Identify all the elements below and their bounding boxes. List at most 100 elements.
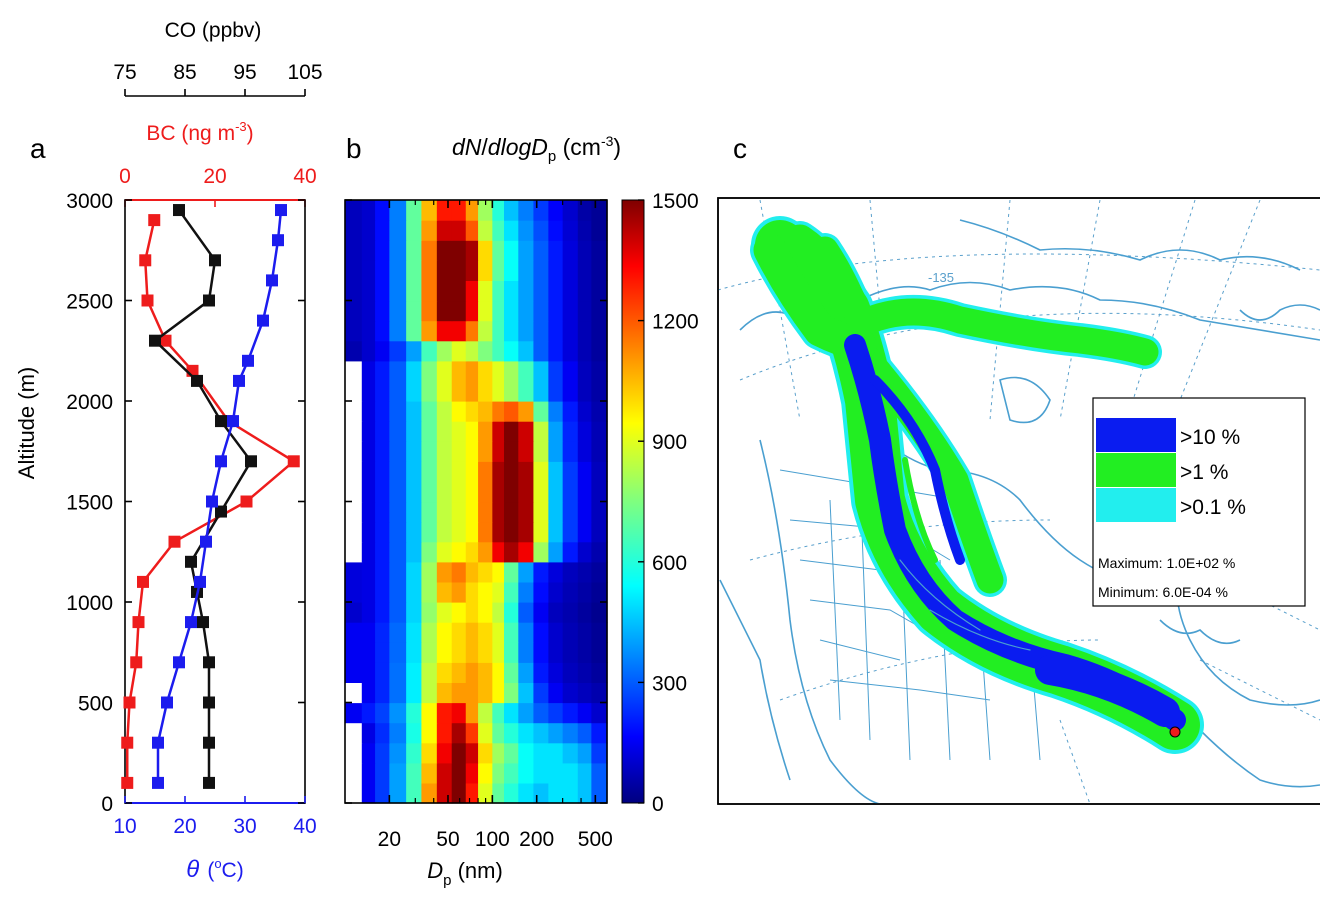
heatmap-cell bbox=[533, 461, 549, 482]
heatmap-cell bbox=[504, 742, 519, 764]
heatmap-cell bbox=[421, 401, 438, 422]
heatmap-cell bbox=[345, 682, 363, 704]
heatmap-cell bbox=[361, 541, 376, 563]
heatmap-cell bbox=[577, 662, 592, 683]
heatmap-cell bbox=[492, 702, 505, 724]
heatmap-cell bbox=[533, 300, 549, 322]
heatmap-cell bbox=[361, 280, 376, 302]
heatmap-cell bbox=[591, 280, 608, 302]
panel-b-letter: b bbox=[346, 133, 362, 164]
heatmap-cell bbox=[345, 280, 363, 302]
heatmap-cell bbox=[504, 561, 519, 583]
heatmap-cell bbox=[533, 762, 549, 784]
map-longitude-label: -135 bbox=[928, 270, 954, 285]
heatmap-cell bbox=[421, 722, 438, 744]
heatmap-cell bbox=[375, 300, 390, 322]
heatmap-cell bbox=[504, 682, 519, 704]
heatmap-cell bbox=[406, 762, 422, 784]
heatmap-cell bbox=[562, 340, 579, 362]
heatmap-cell bbox=[504, 702, 519, 724]
heatmap-cell bbox=[406, 622, 422, 643]
heatmap-cell bbox=[451, 220, 467, 241]
bc-point bbox=[141, 294, 154, 307]
heatmap-cell bbox=[518, 200, 535, 221]
heatmap-cell bbox=[518, 682, 535, 704]
heatmap-cell bbox=[375, 340, 390, 362]
heatmap-cell bbox=[465, 541, 479, 563]
heatmap-cell bbox=[375, 682, 390, 704]
heatmap-cell bbox=[361, 642, 376, 663]
heatmap-cell bbox=[548, 240, 564, 261]
heatmap-cell bbox=[465, 561, 479, 583]
heatmap-cell bbox=[451, 401, 467, 422]
heatmap-cell bbox=[361, 501, 376, 523]
heatmap-cell bbox=[518, 742, 535, 764]
heatmap-cell bbox=[361, 521, 376, 543]
heatmap-cell bbox=[436, 360, 453, 382]
heatmap-cell bbox=[562, 320, 579, 342]
co-tick-label: 105 bbox=[287, 61, 322, 84]
heatmap-cell bbox=[591, 260, 608, 281]
heatmap-cell bbox=[548, 220, 564, 241]
heatmap-cell bbox=[518, 300, 535, 322]
heatmap-cell bbox=[548, 300, 564, 322]
co-point bbox=[203, 776, 215, 789]
heatmap-cell bbox=[577, 300, 592, 322]
heatmap-cell bbox=[518, 662, 535, 683]
heatmap-cell bbox=[518, 561, 535, 583]
heatmap-cell bbox=[406, 240, 422, 261]
heatmap-cell bbox=[562, 782, 579, 804]
heatmap-cell bbox=[492, 501, 505, 523]
co-axis-ticks: 75 85 95 105 bbox=[113, 61, 323, 96]
heatmap-cell bbox=[492, 340, 505, 362]
heatmap-cell bbox=[345, 300, 363, 322]
heatmap-cell bbox=[504, 360, 519, 382]
heatmap-cell bbox=[375, 662, 390, 683]
heatmap-cell bbox=[492, 481, 505, 503]
bc-tick-label: 40 bbox=[293, 165, 316, 188]
heatmap-cell bbox=[465, 220, 479, 241]
heatmap-cell bbox=[345, 742, 363, 764]
heatmap-cell bbox=[577, 622, 592, 643]
heatmap-cell bbox=[478, 561, 493, 583]
heatmap-cell bbox=[533, 662, 549, 683]
heatmap-cell bbox=[465, 200, 479, 221]
heatmap-cell bbox=[451, 742, 467, 764]
bc-point bbox=[121, 736, 134, 749]
theta-axis-label: θ (oC) bbox=[186, 856, 243, 883]
heatmap-cell bbox=[492, 280, 505, 302]
heatmap-cell bbox=[465, 380, 479, 402]
heatmap-cell bbox=[548, 742, 564, 764]
heatmap-cell bbox=[345, 340, 363, 362]
heatmap-cell bbox=[465, 360, 479, 382]
heatmap-cell bbox=[436, 200, 453, 221]
heatmap-cell bbox=[465, 702, 479, 724]
heatmap-cell bbox=[577, 782, 592, 804]
heatmap-cell bbox=[465, 300, 479, 322]
heatmap-cell bbox=[492, 200, 505, 221]
theta-point bbox=[242, 354, 254, 367]
heatmap-cell bbox=[375, 762, 390, 784]
heatmap-cell bbox=[492, 360, 505, 382]
co-point bbox=[197, 616, 209, 629]
heatmap-cell bbox=[421, 380, 438, 402]
heatmap-cell bbox=[436, 682, 453, 704]
heatmap-cell bbox=[518, 280, 535, 302]
legend-label: >10 % bbox=[1180, 426, 1240, 449]
heatmap-cell bbox=[389, 200, 407, 221]
heatmap-cell bbox=[361, 240, 376, 261]
legend-swatch bbox=[1096, 453, 1176, 487]
heatmap-cell bbox=[492, 220, 505, 241]
panel-c-letter: c bbox=[733, 133, 747, 164]
heatmap-cell bbox=[518, 521, 535, 543]
heatmap-cell bbox=[533, 501, 549, 523]
heatmap-cell bbox=[389, 481, 407, 503]
heatmap-cell bbox=[345, 702, 363, 724]
heatmap-cell bbox=[389, 300, 407, 322]
heatmap-cell bbox=[492, 682, 505, 704]
heatmap-cell bbox=[436, 662, 453, 683]
heatmap-cell bbox=[504, 642, 519, 663]
co-point bbox=[173, 204, 185, 217]
co-axis-label: CO (ppbv) bbox=[165, 19, 262, 42]
heatmap-cell bbox=[465, 521, 479, 543]
